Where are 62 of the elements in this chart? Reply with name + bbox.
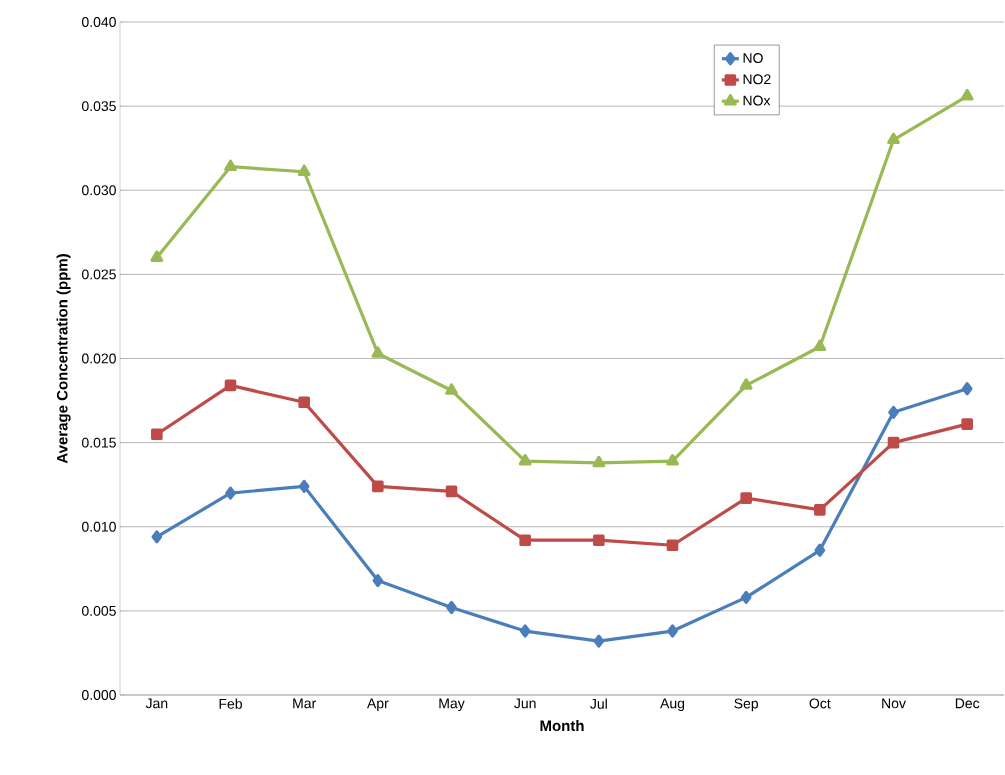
point <box>519 624 531 638</box>
point <box>446 600 457 615</box>
x-tick-label: Aug <box>660 698 685 712</box>
x-tick-label: Jun <box>514 698 536 709</box>
x-tick-label: Apr <box>366 698 389 712</box>
x-tick-label: Dec <box>955 698 980 709</box>
point <box>445 485 458 498</box>
x-tick-label: Feb <box>219 698 242 709</box>
point <box>740 492 752 504</box>
point <box>371 346 385 358</box>
point <box>372 573 384 588</box>
legend-label: NO <box>743 53 763 63</box>
y-tick-label: 0.005 <box>81 605 116 616</box>
point <box>739 378 753 390</box>
point <box>887 436 900 449</box>
legend-label: NO2 <box>743 74 771 85</box>
point <box>372 480 384 493</box>
y-tick-label: 0.020 <box>81 353 116 364</box>
point <box>960 88 974 101</box>
point <box>666 454 679 466</box>
y-tick-label: 0.015 <box>81 437 116 448</box>
point <box>593 634 605 648</box>
point <box>814 504 826 516</box>
x-tick-label: Jan <box>145 698 168 709</box>
point <box>593 534 605 547</box>
point <box>297 164 311 177</box>
point <box>666 539 679 552</box>
y-tick-label: 0.025 <box>81 269 116 280</box>
x-tick-label: Oct <box>809 698 831 709</box>
point <box>740 590 752 605</box>
y-tick-label: 0.010 <box>81 521 116 532</box>
point <box>225 486 236 500</box>
x-axis-title: Month <box>540 720 584 732</box>
point <box>518 454 532 466</box>
point <box>151 428 163 441</box>
point <box>224 379 237 392</box>
point <box>151 530 163 544</box>
x-tick-label: Sep <box>734 698 759 712</box>
legend-label: NOx <box>743 95 771 106</box>
point <box>298 396 310 409</box>
y-tick-label: 0.000 <box>81 690 116 700</box>
point <box>150 250 164 262</box>
y-tick-label: 0.040 <box>81 17 116 27</box>
point <box>961 382 973 396</box>
x-tick-label: Jul <box>590 698 607 709</box>
point <box>887 132 900 145</box>
point <box>519 534 531 547</box>
point <box>961 418 973 430</box>
point <box>224 159 237 172</box>
x-tick-label: Mar <box>293 698 316 709</box>
y-tick-label: 0.030 <box>81 185 116 196</box>
x-tick-label: May <box>439 698 465 712</box>
y-tick-label: 0.035 <box>81 101 116 112</box>
point <box>445 383 458 395</box>
x-tick-label: Nov <box>882 698 906 709</box>
point <box>813 339 827 352</box>
y-axis-title: Average Concentration (ppm) <box>56 254 71 464</box>
point <box>667 624 678 638</box>
point <box>814 543 826 557</box>
point <box>298 479 310 493</box>
point <box>592 455 606 468</box>
point <box>888 405 899 419</box>
